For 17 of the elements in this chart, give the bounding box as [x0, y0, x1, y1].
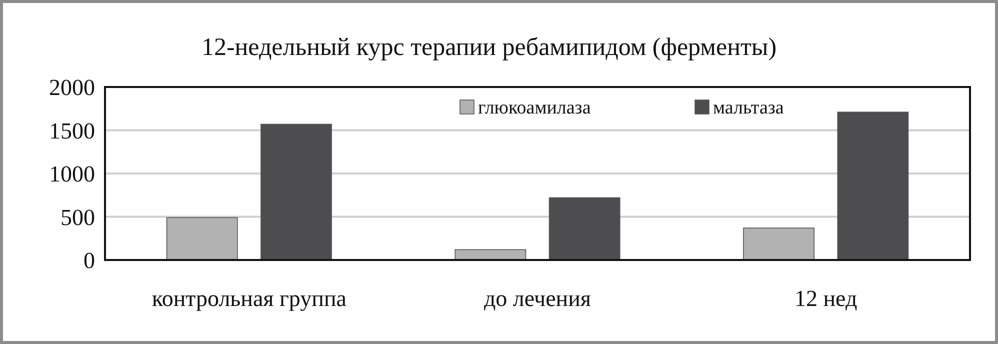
x-tick-label: 12 нед [794, 286, 858, 311]
y-tick-label: 0 [84, 248, 95, 274]
x-tick-label: контрольная группа [152, 286, 346, 311]
y-tick-label: 1000 [49, 162, 95, 187]
bar [454, 249, 526, 260]
legend-label: мальтаза [713, 98, 784, 119]
bar [837, 112, 909, 260]
bar [743, 228, 814, 260]
y-tick-label: 1500 [49, 118, 95, 144]
bar [166, 217, 238, 260]
y-tick-label: 2000 [49, 75, 95, 100]
legend-label: глюкоамилаза [478, 98, 592, 119]
chart-title: 12-недельный курс терапии ребамипидом (ферменты) [201, 34, 777, 61]
y-tick-label: 500 [60, 204, 95, 230]
bar [548, 197, 620, 260]
bar [260, 124, 332, 260]
x-tick-label: до лечения [484, 286, 592, 311]
